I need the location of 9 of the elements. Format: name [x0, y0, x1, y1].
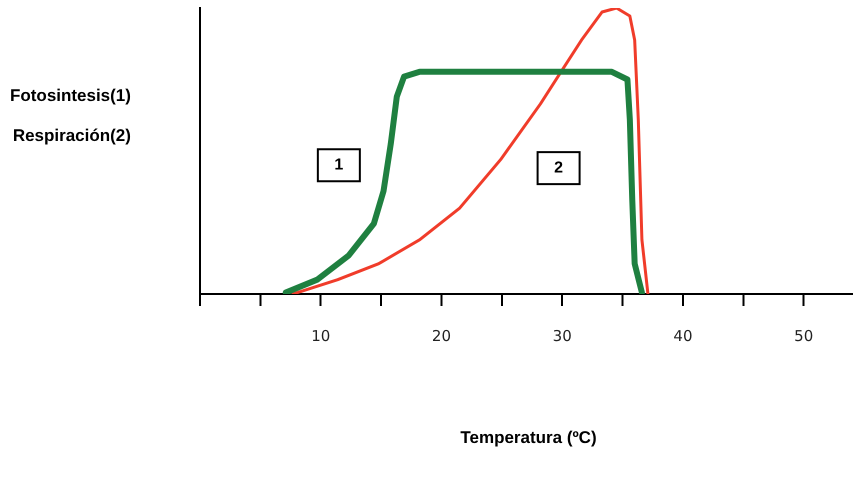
annotation: 2: [554, 160, 564, 177]
x-tick-label: 10: [311, 326, 330, 345]
x-tick-label: 30: [552, 326, 572, 345]
x-tick-label: 20: [432, 326, 452, 345]
x-axis-title: Temperatura (ºC): [459, 428, 598, 448]
x-tick-label: 40: [673, 326, 693, 345]
annotation: 1: [334, 156, 344, 174]
text: Fotosintesis(1) Respiración(2): [10, 86, 131, 145]
x-tick-label: 50: [794, 326, 814, 345]
